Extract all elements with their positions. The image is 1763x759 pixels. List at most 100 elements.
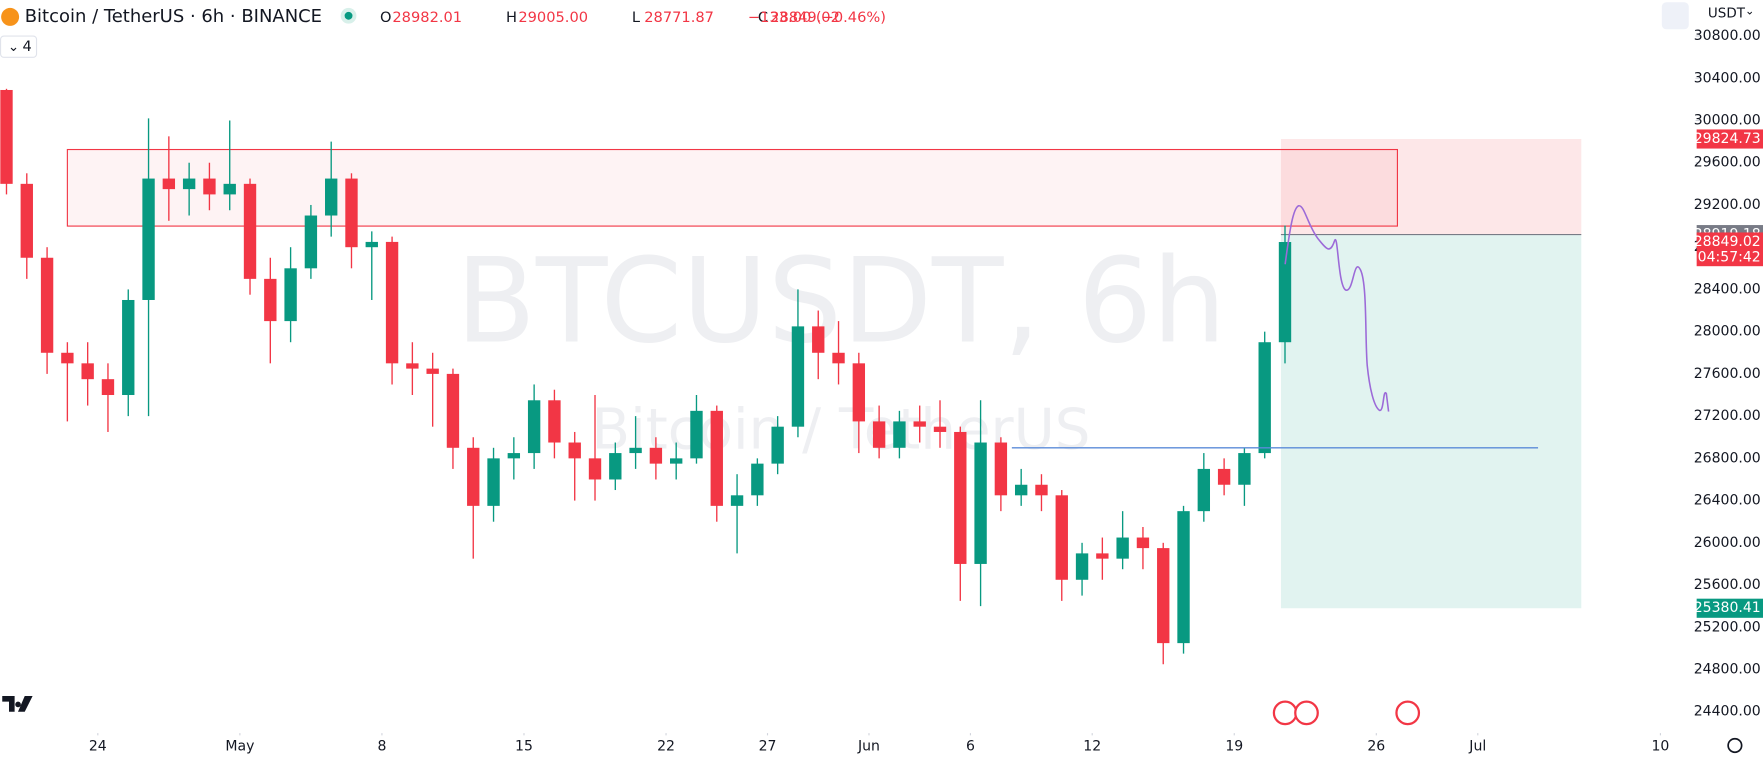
x-tick-label: Jun (857, 739, 880, 755)
event-flags[interactable] (1272, 700, 1421, 726)
y-tick-label: 30400.00 (1694, 70, 1761, 86)
drawn-projection (1284, 205, 1390, 412)
y-tick-label: 27200.00 (1694, 408, 1761, 424)
candle-body (223, 183, 236, 195)
candle-body (994, 442, 1008, 496)
position-target-area (1280, 234, 1582, 609)
candle-body (467, 447, 480, 506)
candle-body (670, 458, 683, 464)
x-tick-label: May (225, 739, 254, 755)
candle-body (122, 299, 135, 396)
plot-area (0, 88, 1582, 665)
candle-body (812, 326, 825, 353)
y-tick-label: 24800.00 (1694, 662, 1761, 678)
event-flag[interactable] (1294, 700, 1319, 726)
candle-body (446, 373, 460, 448)
compare-button[interactable] (1661, 2, 1689, 30)
candle-body (649, 447, 663, 464)
candle-body (1217, 468, 1231, 485)
ohlc-value: 28982.01 (392, 9, 462, 26)
indicators-toggle[interactable] (0, 35, 38, 58)
y-tick-label: 25600.00 (1694, 577, 1761, 593)
candle-body (1075, 553, 1089, 580)
candle-body (1014, 484, 1028, 496)
candle-body (20, 183, 33, 258)
candle-body (588, 458, 602, 480)
candle-body (325, 178, 338, 216)
candle-body (1197, 468, 1211, 512)
event-flag[interactable] (1395, 700, 1421, 726)
resistance-zone (66, 148, 1398, 227)
y-tick-label: 30000.00 (1694, 112, 1761, 128)
candle-body (1096, 553, 1109, 559)
target-price-tag: 25380.41 (1694, 600, 1761, 616)
candle-body (791, 326, 805, 427)
tv-logo (2, 696, 33, 712)
candle-body (872, 421, 886, 448)
candle-body (832, 352, 845, 364)
candle-body (527, 400, 541, 454)
candle-body (40, 257, 54, 353)
candle-body (162, 178, 176, 190)
candle-body (730, 495, 744, 506)
candle-body (751, 463, 764, 496)
candle-body (1177, 511, 1190, 644)
candle-body (690, 410, 703, 459)
ohlc-value: 28849.02 (770, 9, 840, 26)
y-tick-label: 24400.00 (1694, 704, 1761, 720)
currency-select[interactable]: USDT (1708, 6, 1746, 22)
candle-body (406, 363, 419, 369)
candle-body (974, 442, 987, 564)
candle-body (264, 278, 277, 322)
x-tick-label: Jul (1468, 739, 1486, 755)
candle-body (913, 421, 926, 427)
candle-body (385, 241, 399, 364)
x-tick-label: 24 (89, 739, 107, 755)
candle-body (81, 363, 94, 380)
y-tick-label: 27600.00 (1694, 366, 1761, 382)
watermark-subtitle: Bitcoin / TetherUS (592, 398, 1091, 463)
countdown: 04:57:42 (1698, 250, 1761, 266)
candle-body (1278, 242, 1292, 343)
candle-body (304, 215, 318, 269)
candle-body (1116, 537, 1129, 559)
y-tick-label: 26800.00 (1694, 450, 1761, 466)
candle-body (771, 426, 784, 464)
settings-button[interactable] (1727, 737, 1743, 754)
indicators-count: 4 (22, 38, 31, 55)
candle-body (1157, 548, 1170, 644)
candle-body (203, 178, 216, 195)
candle-body (1136, 537, 1150, 549)
stop-price-tag-bg (1696, 129, 1763, 149)
candle-body (345, 178, 358, 248)
status-dot-core (344, 11, 353, 20)
last-price-tag: 28849.02 (1694, 234, 1761, 250)
x-tick-label: 15 (515, 739, 533, 755)
ohlc-legend: O 28982.01 H 29005.00 L 28771.87 C 28849.02−133… (380, 9, 886, 26)
candle-body (609, 453, 622, 480)
ohlc-label: L (632, 9, 641, 26)
candle-body (101, 379, 115, 396)
ohlc-value: 28771.87 (644, 9, 714, 26)
y-tick-label: 29600.00 (1694, 155, 1761, 171)
candle-body (954, 431, 967, 564)
candle-body (142, 178, 155, 300)
ohlc-label: C (758, 9, 768, 26)
x-tick-label: 19 (1225, 739, 1243, 755)
target-price-tag-bg (1696, 598, 1763, 618)
stop-price-tag: 29824.73 (1694, 131, 1761, 147)
candle-body (1035, 484, 1048, 496)
candle-body (61, 352, 74, 364)
y-tick-label: 29200.00 (1694, 197, 1761, 213)
x-tick-label: 27 (759, 739, 777, 755)
candle-body (629, 447, 642, 454)
x-tick-label: 8 (377, 739, 386, 755)
event-flag[interactable] (1272, 700, 1298, 726)
y-tick-label: 26000.00 (1694, 535, 1761, 551)
symbol-title[interactable]: Bitcoin / TetherUS · 6h · BINANCE (25, 6, 322, 27)
watermark-title: BTCUSDT, 6h (456, 232, 1227, 369)
candle-body (182, 178, 196, 190)
x-tick-label: 22 (657, 739, 675, 755)
candle-body (243, 183, 257, 279)
